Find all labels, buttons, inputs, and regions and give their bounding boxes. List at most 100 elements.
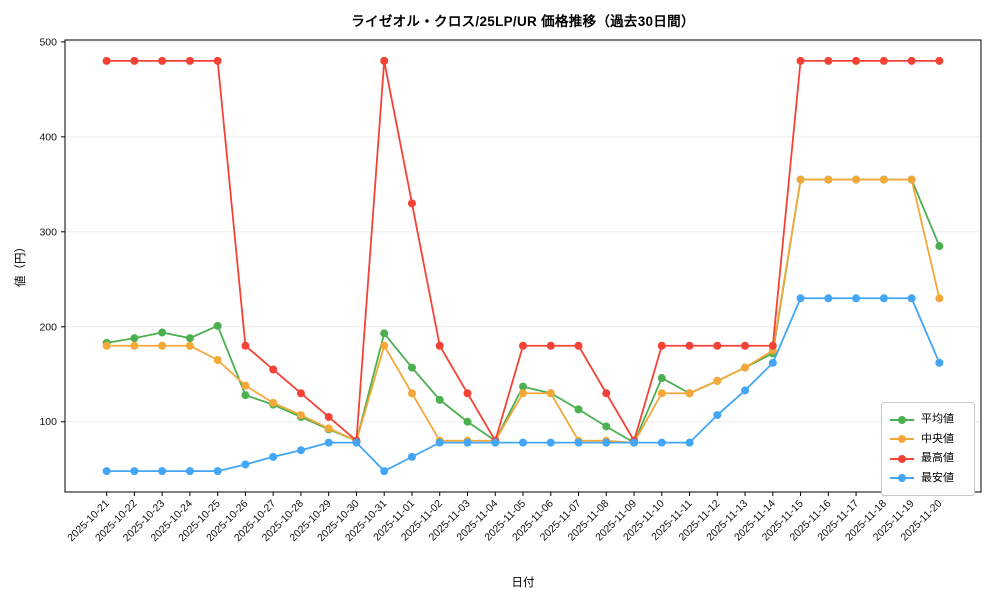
legend-item-中央値: 中央値 — [890, 430, 966, 450]
series-line-平均値 — [106, 178, 941, 444]
data-point-最安値 — [241, 460, 250, 469]
data-point-最高値 — [185, 56, 194, 65]
series-line-中央値 — [106, 178, 941, 444]
data-point-最高値 — [907, 56, 916, 65]
data-point-最高値 — [935, 56, 944, 65]
data-point-最安値 — [519, 438, 527, 447]
data-point-平均値 — [380, 329, 389, 338]
data-point-平均値 — [657, 374, 666, 383]
data-point-平均値 — [463, 417, 472, 426]
data-point-中央値 — [102, 341, 111, 350]
legend-label: 最高値 — [921, 452, 954, 465]
data-point-中央値 — [407, 389, 416, 398]
data-point-中央値 — [130, 341, 139, 350]
data-point-平均値 — [935, 242, 944, 251]
data-point-最安値 — [213, 467, 222, 476]
data-point-最安値 — [630, 438, 639, 447]
data-point-最高値 — [241, 341, 250, 350]
data-point-最安値 — [907, 294, 916, 303]
legend-line-sample — [890, 474, 914, 483]
legend-item-最高値: 最高値 — [890, 449, 966, 469]
data-point-最安値 — [185, 467, 194, 476]
x-axis-label: 日付 — [511, 577, 535, 589]
data-point-中央値 — [935, 294, 944, 303]
data-point-平均値 — [241, 391, 250, 400]
legend-marker-dot — [898, 474, 906, 483]
legend-marker-dot — [898, 415, 906, 424]
plot-border — [64, 39, 982, 493]
data-point-最高値 — [130, 56, 139, 65]
data-point-最高値 — [741, 341, 750, 350]
data-point-最高値 — [546, 341, 555, 350]
legend-line-sample — [890, 415, 914, 424]
y-tick-label: 300 — [39, 226, 57, 238]
data-point-中央値 — [907, 175, 916, 184]
data-point-最高値 — [796, 56, 805, 65]
data-point-最高値 — [574, 341, 583, 350]
data-point-最安値 — [352, 438, 361, 447]
data-point-最安値 — [768, 358, 777, 367]
legend-line-sample — [890, 454, 914, 463]
data-point-最安値 — [602, 438, 611, 447]
data-point-最高値 — [407, 199, 416, 208]
data-point-中央値 — [241, 381, 250, 390]
data-point-最高値 — [657, 341, 666, 350]
data-point-中央値 — [657, 389, 666, 398]
y-tick-label: 200 — [39, 321, 57, 333]
data-point-最高値 — [435, 341, 444, 350]
data-point-中央値 — [741, 363, 750, 372]
data-point-中央値 — [185, 341, 194, 350]
data-point-中央値 — [213, 356, 222, 365]
data-point-最高値 — [102, 56, 111, 65]
data-point-中央値 — [879, 175, 888, 184]
data-point-最高値 — [879, 56, 888, 65]
legend-marker-dot — [898, 454, 906, 463]
data-point-最安値 — [102, 467, 111, 476]
data-point-最安値 — [852, 294, 861, 303]
data-point-最安値 — [796, 294, 805, 303]
y-tick-label: 100 — [39, 416, 57, 428]
data-point-最安値 — [685, 438, 694, 447]
legend-label: 平均値 — [921, 413, 954, 426]
data-point-中央値 — [519, 389, 527, 398]
data-point-最安値 — [407, 452, 416, 461]
data-point-平均値 — [185, 334, 194, 343]
legend: 平均値中央値最高値最安値 — [881, 402, 975, 496]
data-point-最安値 — [824, 294, 833, 303]
data-point-中央値 — [158, 341, 167, 350]
data-point-最高値 — [602, 389, 611, 398]
data-point-最安値 — [713, 411, 722, 420]
data-point-平均値 — [130, 334, 139, 343]
data-point-中央値 — [380, 341, 389, 350]
data-point-平均値 — [435, 395, 444, 404]
data-point-平均値 — [574, 405, 583, 414]
data-point-中央値 — [852, 175, 861, 184]
data-point-最安値 — [741, 386, 750, 395]
data-point-最安値 — [546, 438, 555, 447]
data-point-最安値 — [269, 452, 278, 461]
data-point-最高値 — [824, 56, 833, 65]
data-point-最高値 — [852, 56, 861, 65]
data-point-最安値 — [879, 294, 888, 303]
data-point-中央値 — [269, 398, 278, 407]
y-tick-label: 500 — [39, 36, 57, 48]
data-point-最高値 — [463, 389, 472, 398]
data-point-最安値 — [435, 438, 444, 447]
data-point-最安値 — [296, 446, 305, 455]
data-point-中央値 — [713, 376, 722, 385]
data-point-最高値 — [324, 412, 333, 421]
data-point-中央値 — [685, 389, 694, 398]
legend-item-平均値: 平均値 — [890, 410, 966, 430]
data-point-最高値 — [519, 341, 527, 350]
data-point-最高値 — [213, 56, 222, 65]
data-point-中央値 — [296, 411, 305, 420]
legend-line-sample — [890, 435, 914, 444]
data-point-平均値 — [519, 382, 527, 391]
data-point-最安値 — [324, 438, 333, 447]
legend-item-最安値: 最安値 — [890, 469, 966, 489]
data-point-最高値 — [380, 56, 389, 65]
data-point-中央値 — [824, 175, 833, 184]
data-point-最安値 — [130, 467, 139, 476]
data-point-中央値 — [324, 424, 333, 433]
